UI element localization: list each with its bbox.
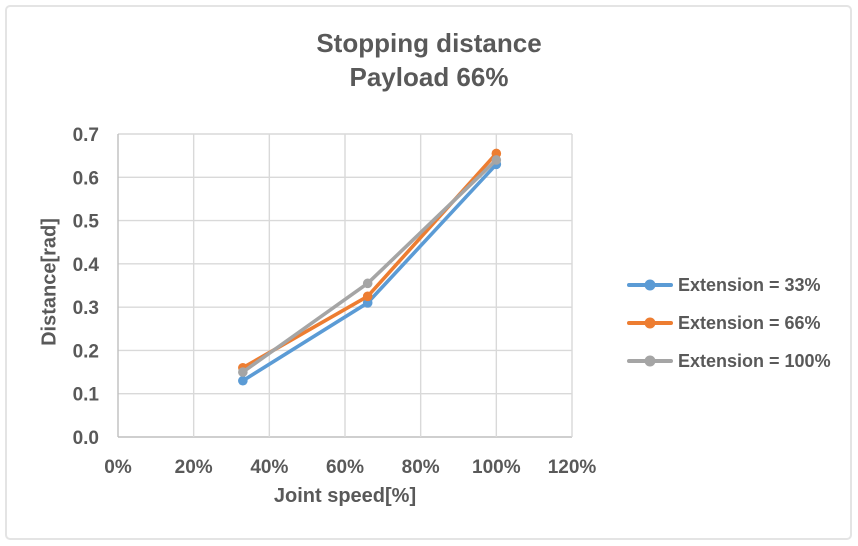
data-point-marker xyxy=(362,291,373,302)
series-line xyxy=(241,158,499,374)
x-tick-label: 80% xyxy=(402,457,440,478)
y-tick-label: 0.1 xyxy=(73,385,100,406)
legend-line-marker-icon xyxy=(627,279,673,291)
series-line xyxy=(241,151,499,370)
chart-title-line2: Payload 66% xyxy=(349,62,509,92)
x-tick-label: 0% xyxy=(104,457,132,478)
legend-line-marker-icon xyxy=(627,355,673,367)
data-point-marker xyxy=(238,375,248,386)
x-tick-label: 100% xyxy=(472,457,521,478)
legend-dot-icon xyxy=(644,355,656,367)
legend-dot-icon xyxy=(644,317,656,329)
chart-legend: Extension = 33% Extension = 66% Extensio… xyxy=(627,272,831,374)
y-tick-label: 0.5 xyxy=(73,212,100,233)
legend-label: Extension = 66% xyxy=(678,312,821,333)
data-point-marker xyxy=(238,367,248,377)
data-point-marker xyxy=(491,155,502,165)
y-tick-label: 0.4 xyxy=(73,255,100,276)
y-axis-title-text: Distance[rad] xyxy=(38,218,61,346)
legend-label: Extension = 33% xyxy=(678,274,821,295)
legend-dot-icon xyxy=(644,279,656,291)
x-tick-label: 40% xyxy=(250,457,288,478)
legend-entry: Extension = 33% xyxy=(627,272,831,298)
legend-label: Extension = 100% xyxy=(678,350,831,371)
y-tick-label: 0.7 xyxy=(73,125,99,146)
y-tick-label: 0.6 xyxy=(73,168,99,189)
data-point-marker xyxy=(362,278,373,289)
y-tick-label: 0.0 xyxy=(73,428,99,449)
y-tick-label: 0.2 xyxy=(73,341,99,362)
x-axis-title: Joint speed[%] xyxy=(273,485,417,507)
legend-entry: Extension = 66% xyxy=(627,310,831,336)
chart-title: Stopping distance Payload 66% xyxy=(0,26,858,94)
x-tick-label: 60% xyxy=(326,457,364,478)
x-tick-label: 120% xyxy=(548,457,597,478)
legend-entry: Extension = 100% xyxy=(627,348,831,374)
x-tick-label: 20% xyxy=(175,457,213,478)
chart-title-line1: Stopping distance xyxy=(316,28,542,58)
legend-line-marker-icon xyxy=(627,317,673,329)
y-tick-label: 0.3 xyxy=(73,298,99,319)
